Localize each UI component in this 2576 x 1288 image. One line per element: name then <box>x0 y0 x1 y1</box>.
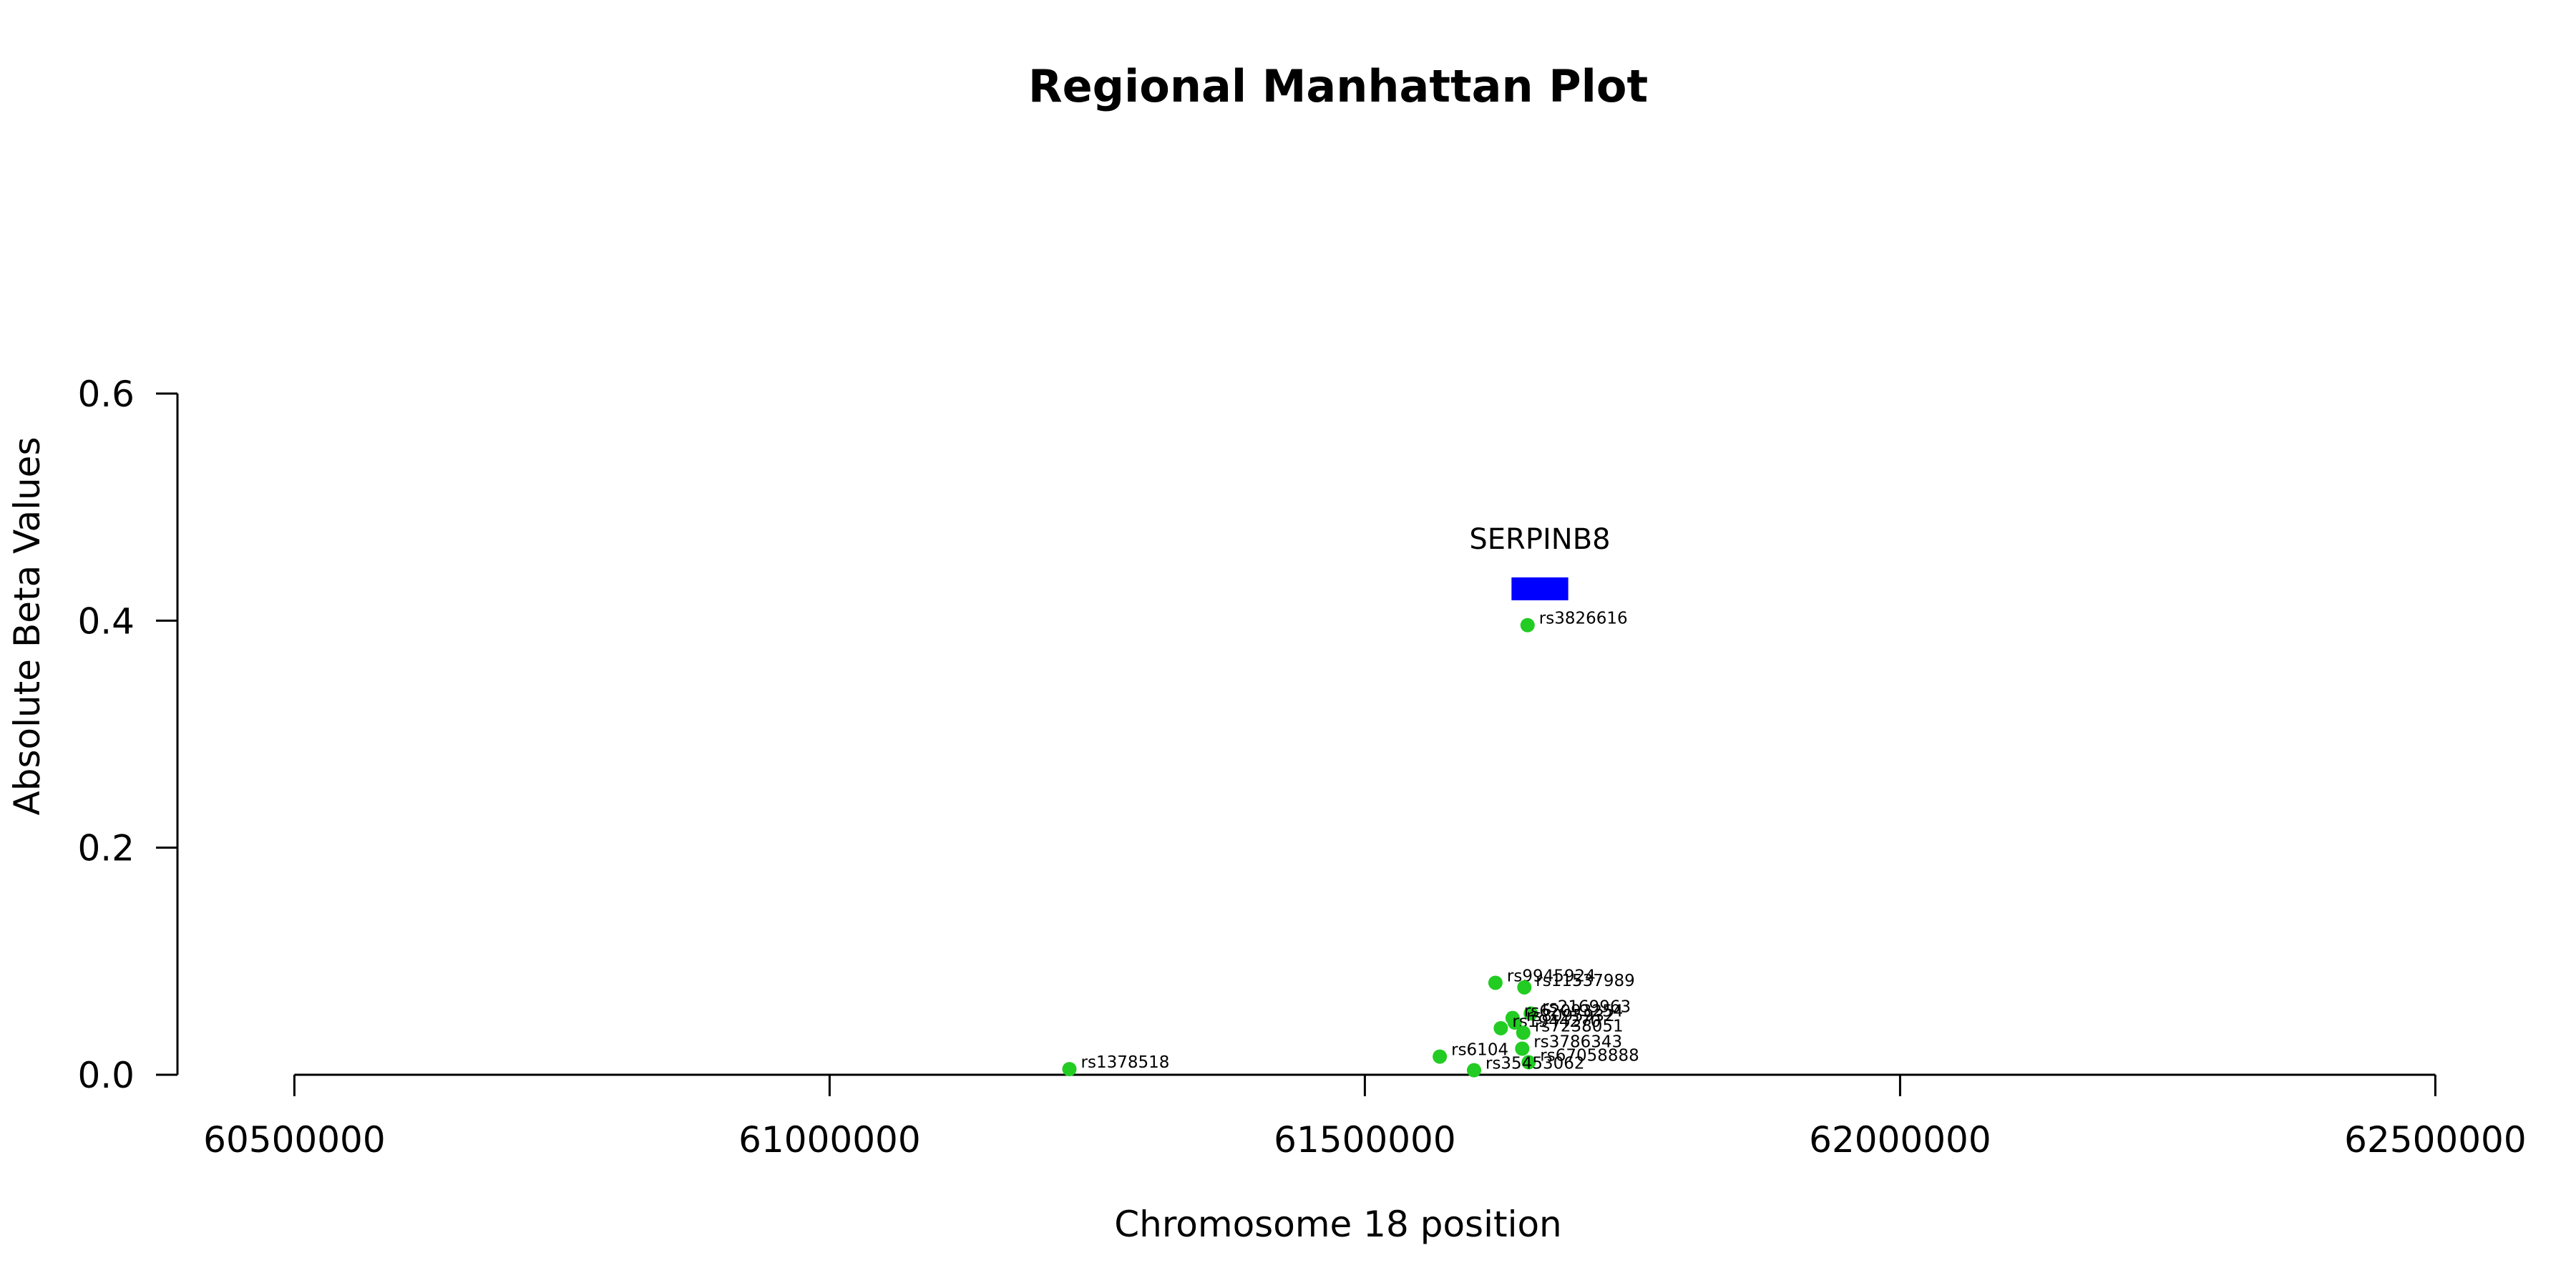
snp-point <box>1521 1055 1536 1070</box>
snp-label: rs62093254 <box>1524 1002 1624 1021</box>
y-tick-label: 0.0 <box>77 1055 135 1096</box>
snp-label: rs6104 <box>1451 1041 1508 1060</box>
snp-points: rs3826616rs9945924rs11537989rs2169963rs6… <box>1062 610 1639 1078</box>
x-tick-label: 61000000 <box>738 1119 921 1161</box>
x-axis-label: Chromosome 18 position <box>1114 1204 1562 1245</box>
snp-label: rs35453062 <box>1485 1055 1585 1073</box>
gene-track: SERPINB8 <box>1469 523 1611 600</box>
snp-label: rs2169963 <box>1542 997 1631 1016</box>
y-tick-label: 0.2 <box>77 828 135 869</box>
x-tick-label: 62000000 <box>1809 1119 1991 1161</box>
y-axis: 0.0 0.2 0.4 0.6 <box>77 374 179 1096</box>
snp-point <box>1488 975 1503 990</box>
snp-point <box>1516 1025 1531 1040</box>
x-tick-label: 60500000 <box>203 1119 386 1161</box>
chart-title: Regional Manhattan Plot <box>1028 60 1648 112</box>
snp-label: rs1378518 <box>1081 1053 1170 1072</box>
x-tick-label: 62500000 <box>2344 1119 2527 1161</box>
gene-bar <box>1511 577 1568 600</box>
snp-point <box>1523 1006 1538 1021</box>
snp-point <box>1520 618 1535 633</box>
snp-point <box>1062 1062 1077 1077</box>
gene-label: SERPINB8 <box>1469 523 1610 556</box>
snp-point <box>1507 1015 1522 1030</box>
snp-label: rs7238051 <box>1535 1017 1624 1035</box>
snp-point <box>1515 1041 1530 1056</box>
y-tick-label: 0.4 <box>77 600 135 642</box>
snp-label: rs67058888 <box>1540 1047 1639 1065</box>
snp-label: rs8095932 <box>1526 1007 1615 1025</box>
snp-label: rs3786343 <box>1533 1033 1622 1052</box>
y-tick-label: 0.6 <box>77 374 135 415</box>
snp-point <box>1517 980 1532 995</box>
x-tick-label: 61500000 <box>1274 1119 1456 1161</box>
snp-label: rs11537989 <box>1536 972 1635 990</box>
snp-label: rs3826616 <box>1539 610 1628 628</box>
snp-point <box>1466 1063 1481 1078</box>
y-axis-label: Absolute Beta Values <box>6 437 48 816</box>
snp-point <box>1493 1020 1508 1035</box>
snp-point <box>1433 1049 1448 1064</box>
x-axis: 60500000 61000000 61500000 62000000 62500000 <box>203 1073 2527 1161</box>
